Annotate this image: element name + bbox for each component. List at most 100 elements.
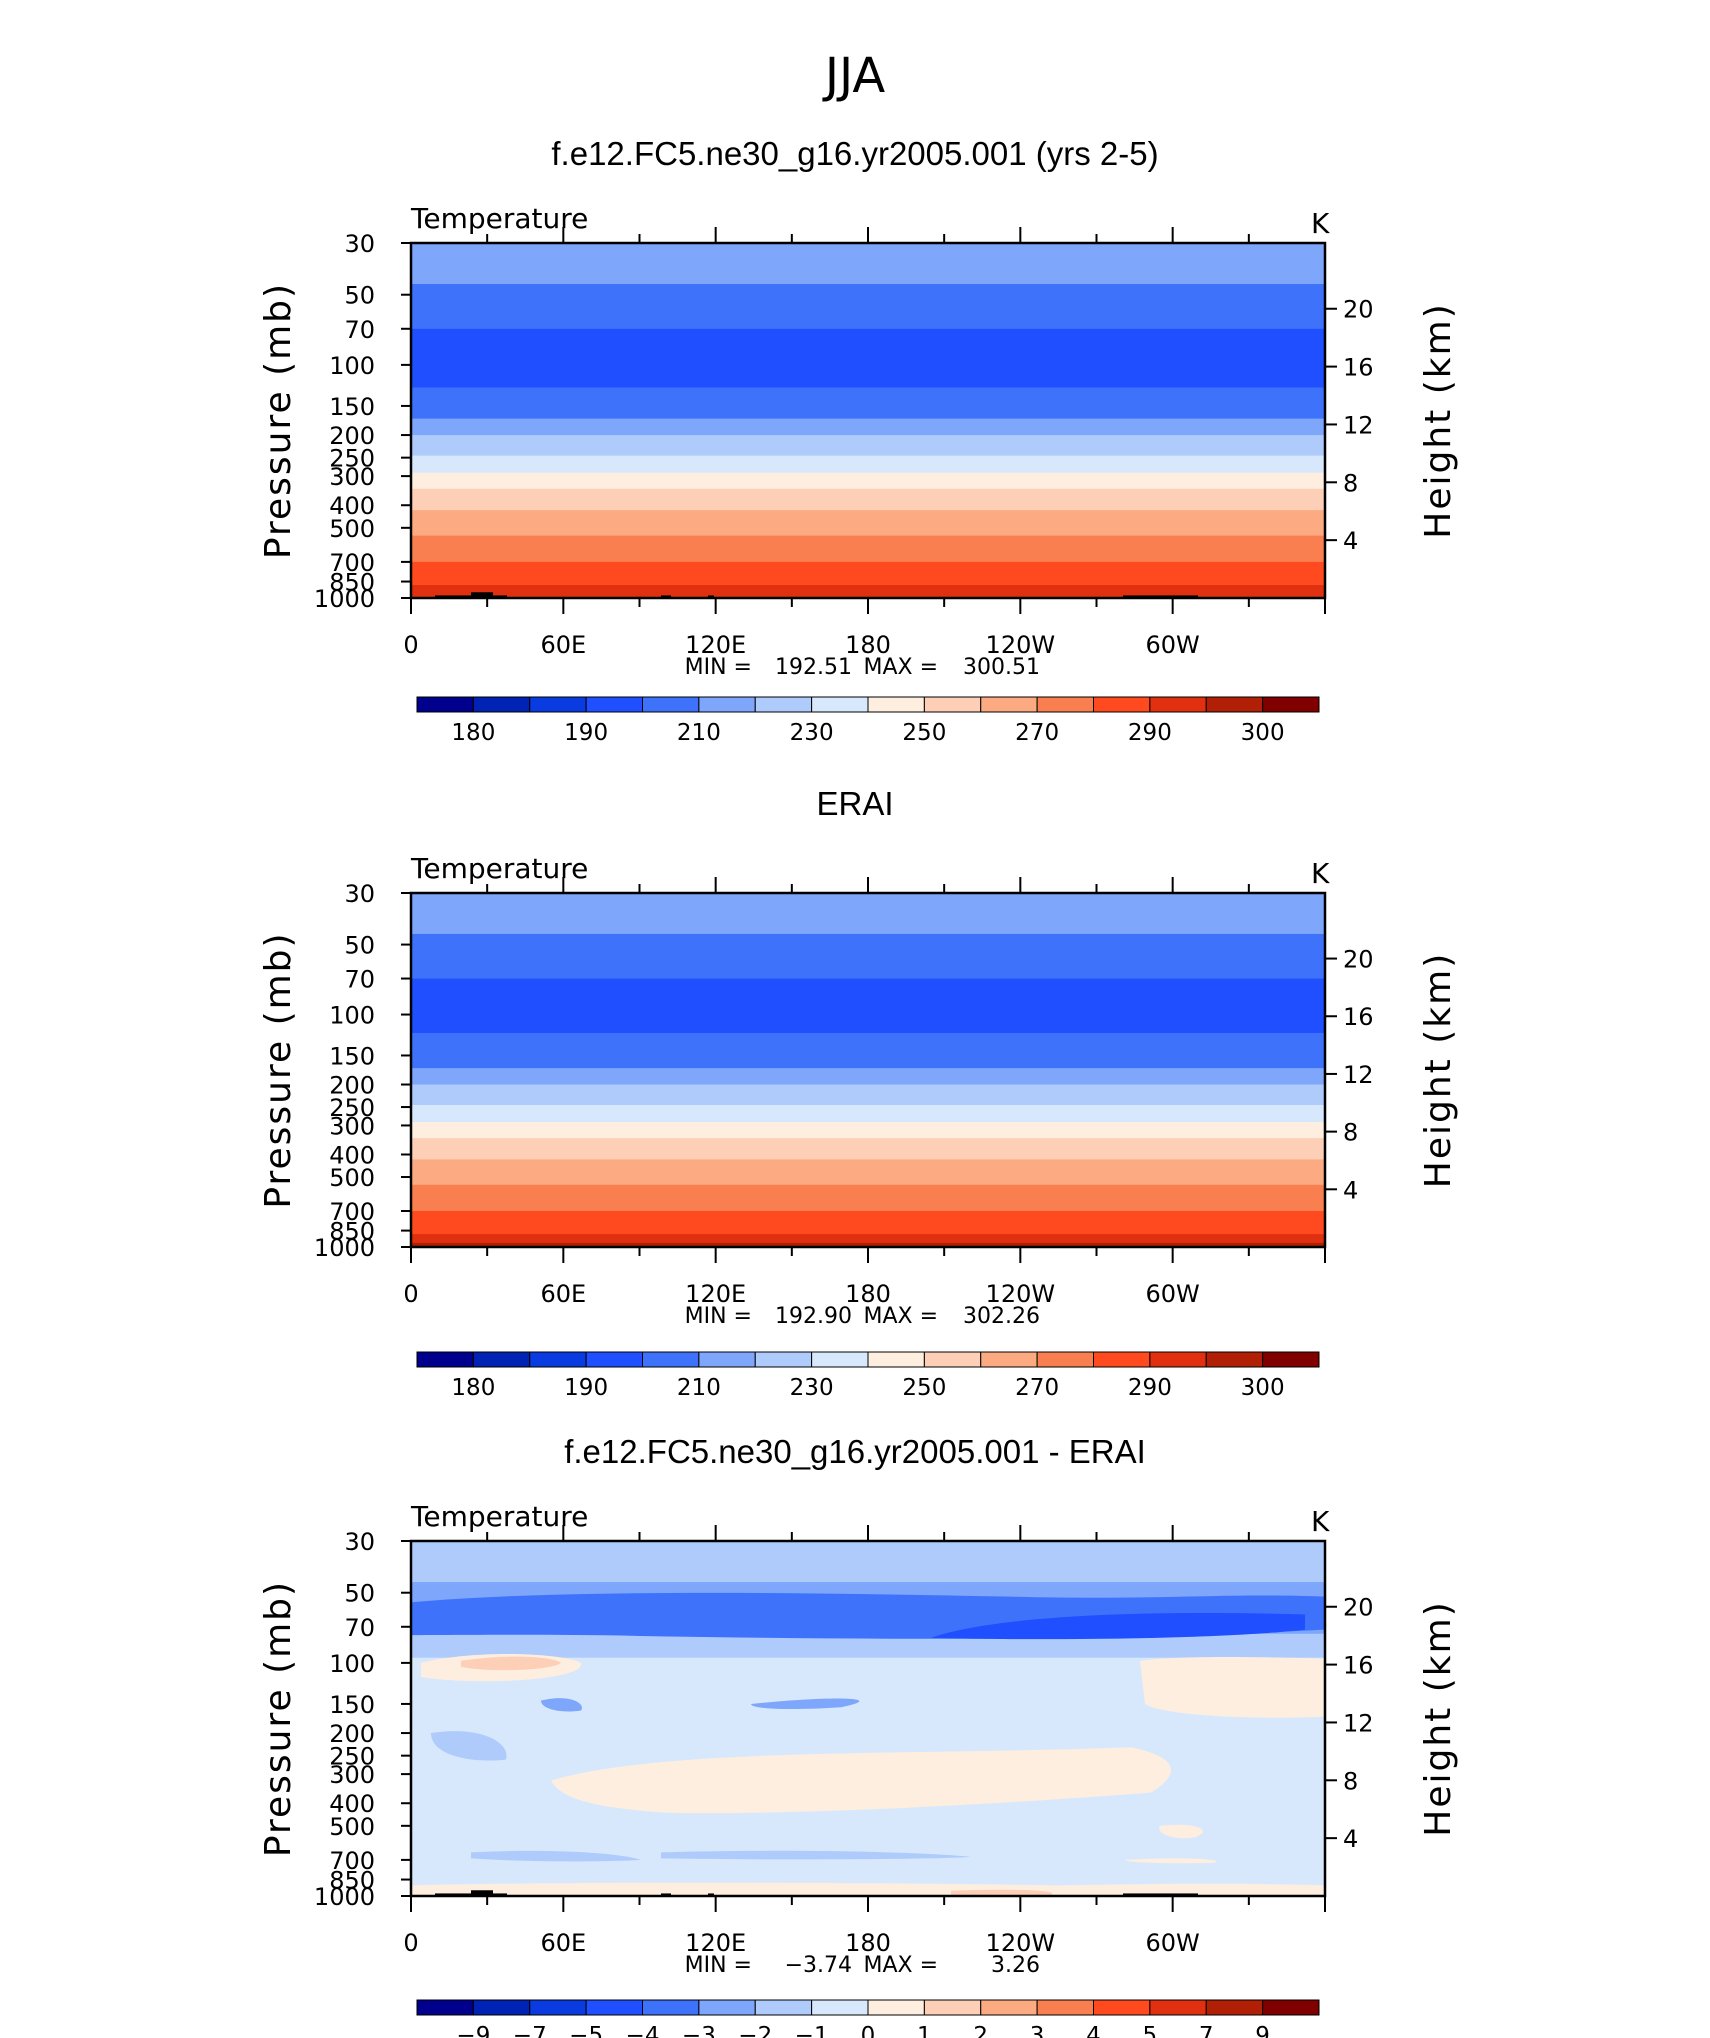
contour-band bbox=[411, 1234, 1325, 1244]
y-axis-title: Pressure (mb) bbox=[258, 282, 299, 559]
colorbar-swatch bbox=[529, 1351, 587, 1368]
colorbar-swatch bbox=[416, 696, 474, 713]
contour-field bbox=[411, 243, 1325, 598]
y-right-axis-title: Height (km) bbox=[1418, 302, 1459, 538]
contour-band bbox=[411, 418, 1325, 436]
y-right-tick-label: 12 bbox=[1343, 411, 1374, 439]
y-tick-label: 400 bbox=[329, 1790, 375, 1818]
x-tick-label: 120W bbox=[986, 1929, 1056, 1957]
contour-patch bbox=[541, 1698, 582, 1712]
y-tick-label: 1000 bbox=[314, 1234, 375, 1262]
contour-band bbox=[411, 893, 1325, 935]
y-tick-label: 200 bbox=[329, 1072, 375, 1100]
contour-patch bbox=[471, 1850, 641, 1862]
contour-band bbox=[411, 1159, 1325, 1186]
y-tick-label: 100 bbox=[329, 1002, 375, 1030]
y-tick-label: 300 bbox=[329, 1761, 375, 1789]
y-tick-label: 50 bbox=[344, 932, 375, 960]
topography-mask bbox=[1123, 595, 1198, 598]
x-tick-label: 180 bbox=[845, 631, 891, 659]
y-right-tick-label: 20 bbox=[1343, 296, 1374, 324]
y-tick-label: 250 bbox=[329, 1743, 375, 1771]
contour-band bbox=[411, 978, 1325, 1034]
colorbar-swatch bbox=[698, 1351, 756, 1368]
colorbar-label: −4 bbox=[626, 2023, 660, 2038]
colorbar-swatch bbox=[585, 696, 643, 713]
colorbar-label: 210 bbox=[677, 1375, 721, 1401]
contour-patch bbox=[661, 1850, 971, 1860]
x-tick-label: 0 bbox=[403, 1280, 418, 1308]
contour-band bbox=[411, 1122, 1325, 1139]
colorbar-label: 5 bbox=[1143, 2023, 1158, 2038]
y-right-axis-title: Height (km) bbox=[1418, 1600, 1459, 1836]
units-label: K bbox=[1311, 1505, 1330, 1538]
contour-patch bbox=[431, 1731, 507, 1761]
colorbar-swatch bbox=[1262, 1351, 1320, 1368]
colorbar-swatch bbox=[529, 696, 587, 713]
contour-band bbox=[411, 1138, 1325, 1160]
contour-band bbox=[411, 1242, 1325, 1247]
y-tick-label: 1000 bbox=[314, 585, 375, 613]
colorbar-swatch bbox=[642, 696, 700, 713]
x-tick-label: 60W bbox=[1146, 1929, 1200, 1957]
contour-band bbox=[411, 510, 1325, 537]
y-tick-label: 700 bbox=[329, 1198, 375, 1226]
y-right-tick-label: 20 bbox=[1343, 946, 1374, 974]
colorbar-swatch bbox=[698, 696, 756, 713]
y-right-tick-label: 12 bbox=[1343, 1709, 1374, 1737]
y-axis-title: Pressure (mb) bbox=[258, 1580, 299, 1857]
colorbar-label: 7 bbox=[1199, 2023, 1214, 2038]
colorbar-swatch bbox=[811, 1999, 869, 2016]
contour-band bbox=[411, 243, 1325, 285]
y-right-tick-label: 16 bbox=[1343, 354, 1374, 382]
y-tick-label: 100 bbox=[329, 1650, 375, 1678]
panel-title: ERAI bbox=[816, 785, 893, 822]
colorbar-label: 290 bbox=[1128, 1375, 1172, 1401]
colorbar-swatch bbox=[1205, 696, 1264, 713]
page-title: JJA bbox=[822, 48, 885, 104]
colorbar-label: −5 bbox=[569, 2023, 603, 2038]
y-right-tick-label: 16 bbox=[1343, 1003, 1374, 1031]
chart-panel-1: f.e12.FC5.ne30_g16.yr2005.001 (yrs 2-5) T… bbox=[258, 135, 1459, 746]
x-tick-label: 120E bbox=[685, 631, 746, 659]
max-value: 3.26 bbox=[991, 1953, 1040, 1978]
colorbar-label: 1 bbox=[917, 2023, 932, 2038]
units-label: K bbox=[1311, 207, 1330, 240]
y-tick-label: 250 bbox=[329, 445, 375, 473]
topography-mask bbox=[708, 1893, 714, 1896]
colorbar-swatch bbox=[1093, 696, 1151, 713]
colorbar-swatch bbox=[642, 1999, 700, 2016]
max-value: 300.51 bbox=[963, 655, 1040, 680]
y-tick-label: 1000 bbox=[314, 1883, 375, 1911]
contour-band bbox=[411, 387, 1325, 420]
colorbar-label: 9 bbox=[1255, 2023, 1270, 2038]
x-tick-label: 120W bbox=[986, 631, 1056, 659]
colorbar-label: −1 bbox=[795, 2023, 829, 2038]
y-tick-label: 150 bbox=[329, 1042, 375, 1070]
colorbar: −9 −7 −5 −4 −3 −2 −1 0 1 2 3 4 5 7 9 bbox=[416, 1999, 1320, 2038]
contour-patch bbox=[1140, 1656, 1325, 1718]
contour-band bbox=[411, 435, 1325, 457]
colorbar-swatch bbox=[416, 1351, 474, 1368]
contour-band bbox=[411, 1210, 1325, 1235]
min-label: MIN = bbox=[685, 655, 752, 680]
contour-band bbox=[411, 328, 1325, 388]
colorbar-swatch bbox=[698, 1999, 756, 2016]
colorbar-swatch bbox=[867, 1351, 925, 1368]
y-tick-label: 500 bbox=[329, 1813, 375, 1841]
contour-patch bbox=[931, 1612, 1305, 1640]
colorbar-label: 300 bbox=[1241, 720, 1285, 746]
contour-patch bbox=[751, 1698, 860, 1710]
colorbar-swatch bbox=[1149, 1351, 1207, 1368]
colorbar-swatch bbox=[923, 1999, 982, 2016]
x-tick-label: 120W bbox=[986, 1280, 1056, 1308]
panel-title: f.e12.FC5.ne30_g16.yr2005.001 - ERAI bbox=[564, 1433, 1146, 1470]
colorbar-swatch bbox=[472, 1351, 531, 1368]
contour-band bbox=[411, 284, 1325, 330]
min-value: 192.90 bbox=[775, 1304, 852, 1329]
colorbar-swatch bbox=[1036, 1351, 1094, 1368]
contour-band bbox=[411, 1068, 1325, 1086]
contour-band bbox=[411, 1105, 1325, 1123]
x-tick-label: 60E bbox=[540, 631, 586, 659]
